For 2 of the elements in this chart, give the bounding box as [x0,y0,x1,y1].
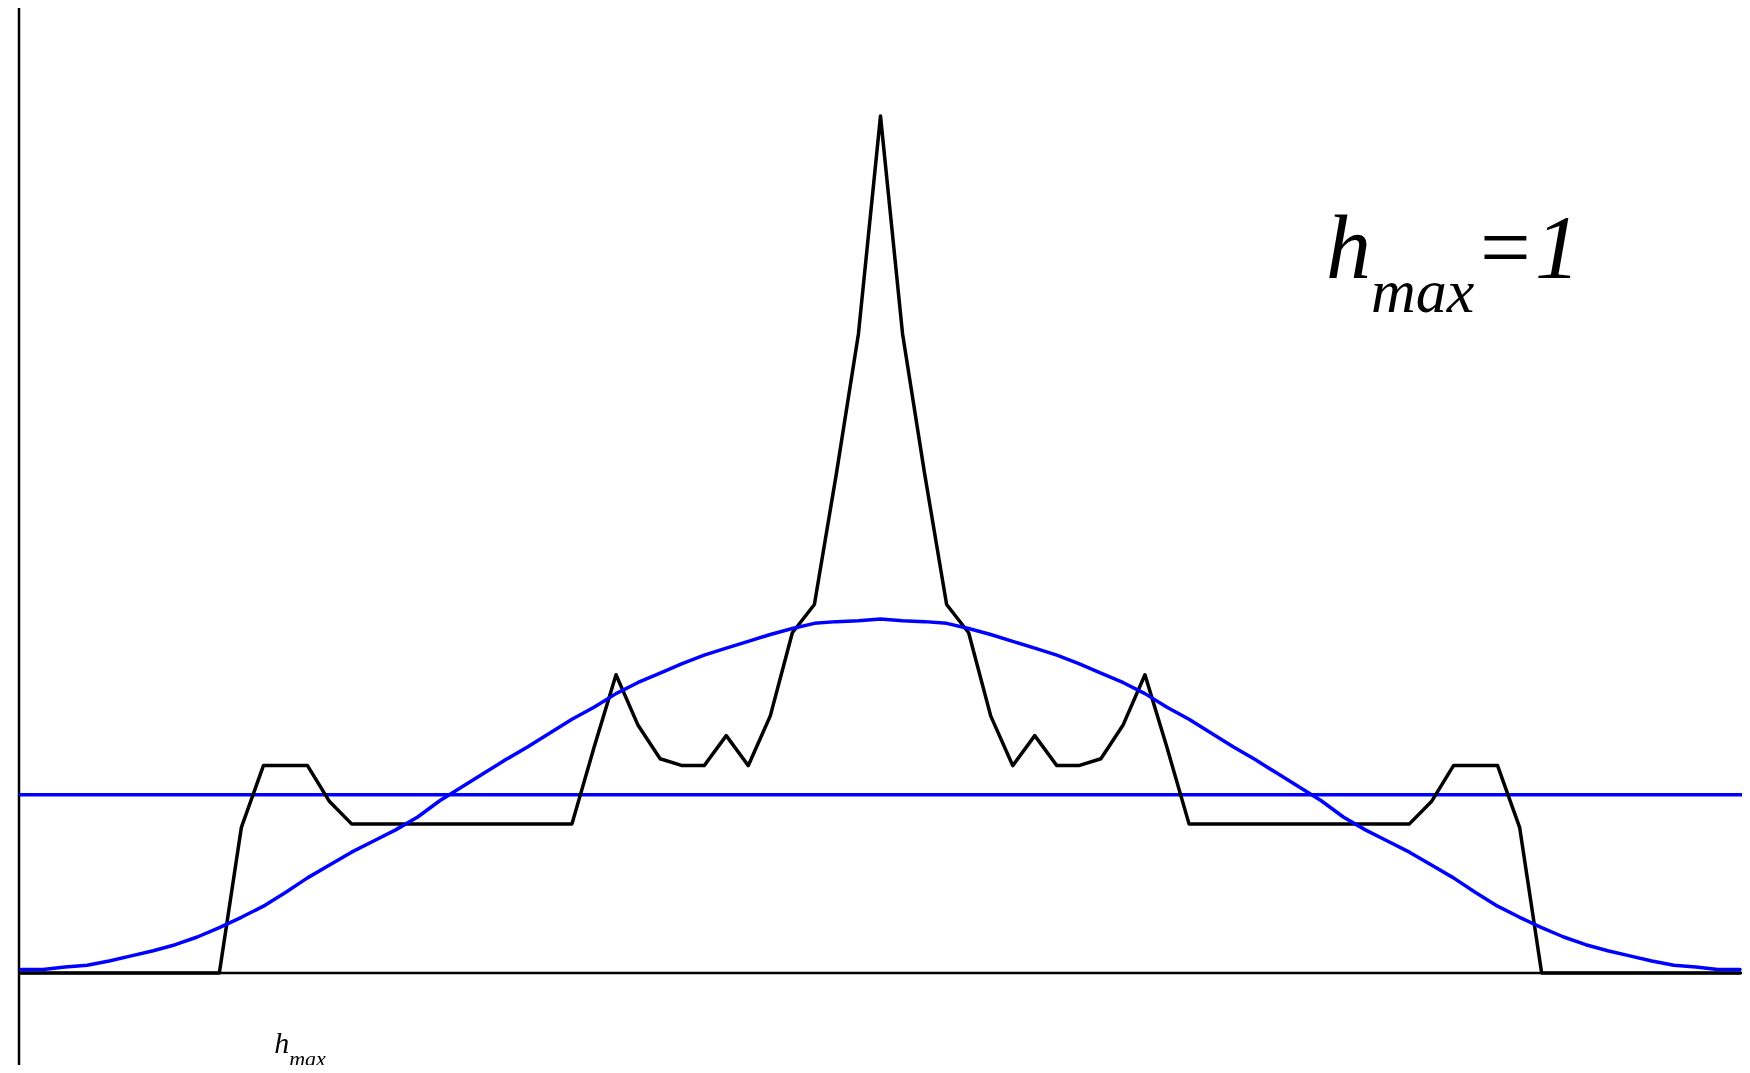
text: h$_{max}$ [274,1026,327,1071]
annotation: h$_{max}$=1 [1325,198,1581,325]
